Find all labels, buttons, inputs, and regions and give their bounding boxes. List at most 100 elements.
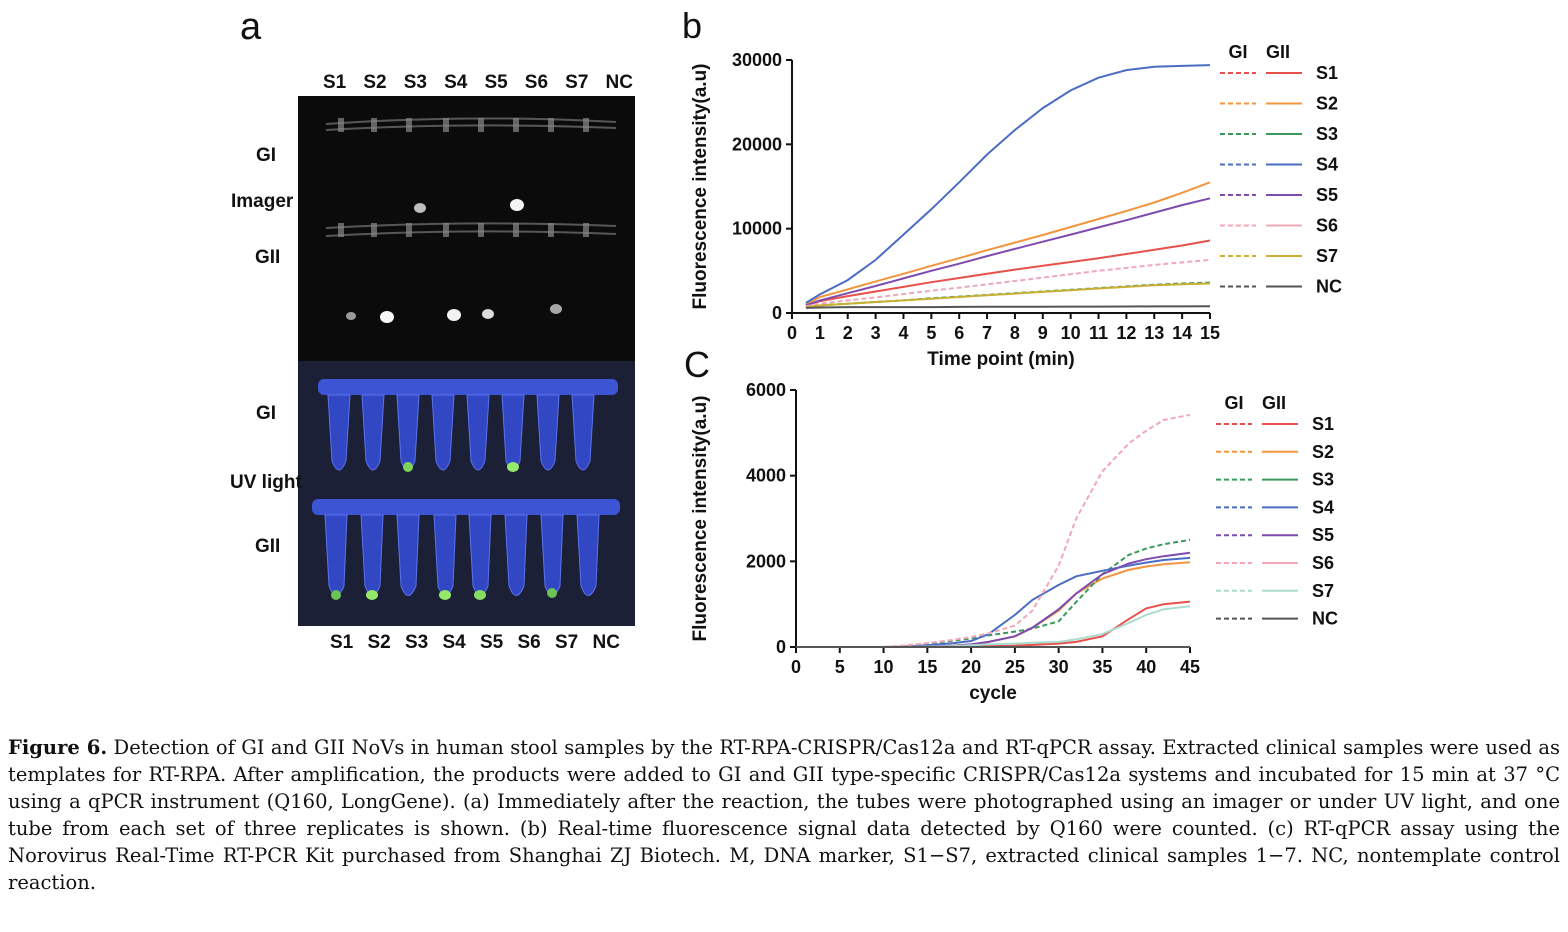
x-tick-label: 15 [1200,323,1220,343]
y-tick-label: 0 [772,303,782,323]
x-tick-label: 15 [917,657,937,677]
legend-label: S5 [1316,185,1338,205]
sample-label: S5 [484,72,508,93]
y-tick-label: 0 [776,637,786,657]
imager-photo [298,96,635,361]
sample-labels-bottom: S1 S2 S3 S4 S5 S6 S7 NC [330,632,620,654]
x-tick-label: 5 [835,657,845,677]
sample-label: S2 [363,72,387,93]
y-tick-label: 6000 [746,380,786,400]
figure-caption: Figure 6. Detection of GI and GII NoVs i… [8,734,1560,896]
x-tick-label: 4 [898,323,908,343]
x-tick-label: 40 [1136,657,1156,677]
y-tick-label: 20000 [732,134,782,154]
chart-c: C 0 5 10 15 20 25 30 35 40 45 0 2000 4000 6000 cycle Flu… [684,345,1338,704]
x-tick-label: 6 [954,323,964,343]
x-tick-label: 45 [1180,657,1200,677]
x-tick-label: 13 [1144,323,1164,343]
legend-label: NC [1316,277,1342,297]
sample-label: S4 [444,72,468,93]
sample-label: S7 [565,72,589,93]
caption-label: Figure 6. [8,736,108,759]
panel-a: a S1 S2 S3 S4 S5 S6 S7 NC [220,6,650,668]
series-line-s5 [805,197,1211,307]
x-tick-label: 10 [874,657,894,677]
row-label-gi-imager: GI [256,145,277,166]
x-tick-label: 10 [1061,323,1081,343]
x-axis-label: cycle [969,683,1017,704]
sample-label: NC [605,72,633,93]
row-label-uv: UV light [230,472,302,493]
panel-letter: C [684,345,710,385]
x-tick-label: 12 [1116,323,1136,343]
x-tick-label: 20 [961,657,981,677]
legend-label: S4 [1316,155,1338,175]
sample-label: S3 [403,72,427,93]
x-tick-label: 1 [815,323,825,343]
x-tick-label: 5 [926,323,936,343]
row-label-gii-imager: GII [255,247,281,268]
sample-label: S1 [330,632,354,653]
sample-label: NC [592,632,620,653]
series-line-s5 [796,551,1191,648]
legend-header-gii: GII [1262,393,1286,413]
x-tick-label: 9 [1038,323,1048,343]
sample-label: S5 [480,632,504,653]
sample-label: S4 [442,632,466,653]
sample-labels-top: S1 S2 S3 S4 S5 S6 S7 NC [323,72,633,94]
legend-label: NC [1312,609,1338,629]
y-tick-label: 10000 [732,219,782,239]
series-line-s2 [796,561,1191,648]
chart-b: b0 1 2 3 4 5 6 7 8 9 10 11 12 13 14 150100002000030000T… [682,5,1342,370]
legend-label: S7 [1316,246,1338,266]
legend-label: S2 [1316,94,1338,114]
legend-label: S3 [1316,124,1338,144]
series-line-s4 [796,556,1191,648]
legend-label: S5 [1312,525,1334,545]
uv-photo-graphic [298,361,635,626]
series-line-s7 [805,282,1211,309]
series-line-s1 [805,239,1211,307]
sample-label: S6 [517,632,541,653]
legend-label: S3 [1312,470,1334,490]
x-tick-label: 3 [871,323,881,343]
series-line-s6 [805,258,1211,308]
legend-label: S4 [1312,497,1334,517]
series-line-s4 [805,64,1211,304]
legend-header-gii: GII [1266,42,1290,62]
imager-photo-graphic [298,96,635,361]
y-axis-label: Fluorescence intensity(a.u) [690,63,711,309]
legend-label: S1 [1316,63,1338,83]
series-line-nc [805,305,1211,309]
legend-label: S6 [1316,216,1338,236]
row-label-gi-uv: GI [256,403,277,424]
sample-label: S3 [405,632,429,653]
series-line-s6 [796,413,1191,648]
sample-label: S6 [524,72,549,93]
x-tick-label: 0 [787,323,797,343]
sample-label: S7 [555,632,579,653]
y-axis-label: Fluorescence intensity(a.u) [690,395,711,641]
row-label-imager: Imager [231,191,294,212]
series-line-s2 [805,181,1211,306]
x-tick-label: 25 [1005,657,1025,677]
x-tick-label: 35 [1092,657,1112,677]
x-tick-label: 2 [843,323,853,343]
caption-text: Detection of GI and GII NoVs in human st… [8,736,1560,894]
panel-letter: b [682,5,702,46]
y-tick-label: 30000 [732,50,782,70]
legend-header-gi: GI [1228,42,1247,62]
legend-label: S1 [1312,414,1334,434]
x-tick-label: 8 [1010,323,1020,343]
legend-label: S2 [1312,442,1334,462]
uv-photo [298,361,635,626]
row-label-gii-uv: GII [255,536,281,557]
x-tick-label: 30 [1049,657,1069,677]
y-tick-label: 4000 [746,466,786,486]
x-tick-label: 0 [791,657,801,677]
legend-label: S7 [1312,581,1334,601]
x-axis-label: Time point (min) [927,349,1074,370]
sample-label: S2 [367,632,391,653]
panel-a-letter: a [240,6,262,48]
x-tick-label: 7 [982,323,992,343]
